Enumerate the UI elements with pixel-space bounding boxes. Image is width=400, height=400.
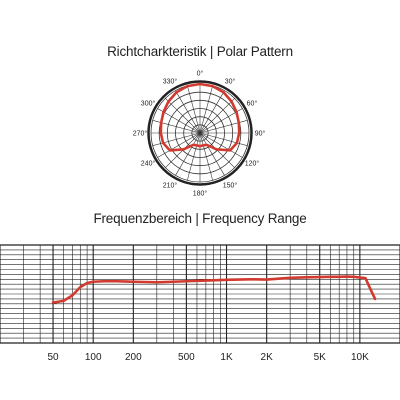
- polar-angle-label: 60°: [247, 100, 258, 108]
- freq-x-tick-label: 2K: [261, 352, 274, 363]
- polar-grid-spoke: [199, 132, 243, 158]
- freq-x-tick-label: 100: [85, 352, 102, 363]
- polar-grid-spoke: [157, 132, 201, 158]
- polar-pattern-curve: [159, 82, 241, 152]
- polar-grid-spoke: [199, 85, 213, 134]
- freq-x-tick-label: 200: [125, 352, 142, 363]
- freq-x-tick-label: 10K: [351, 352, 369, 363]
- polar-grid-spoke: [199, 132, 213, 181]
- polar-angle-label: 330°: [163, 78, 178, 86]
- frequency-response-curve: [51, 275, 377, 304]
- polar-angle-label: 240°: [141, 160, 156, 168]
- polar-angle-label: 210°: [163, 181, 178, 189]
- polar-angle-label: 150°: [223, 181, 238, 189]
- polar-grid-spoke: [175, 132, 201, 176]
- polar-outer-ring: [147, 80, 253, 186]
- polar-angle-label: 180°: [193, 190, 208, 198]
- polar-angle-label: 120°: [245, 160, 260, 168]
- polar-grid-spoke: [187, 132, 201, 181]
- polar-angle-label: 30°: [225, 78, 236, 86]
- polar-angle-label: 0°: [197, 70, 204, 78]
- polar-grid-spoke: [199, 90, 225, 134]
- polar-grid-spoke: [199, 132, 225, 176]
- polar-angle-label: 300°: [141, 100, 156, 108]
- freq-x-tick-label: 50: [47, 352, 59, 363]
- polar-grid-spoke: [165, 98, 201, 134]
- freq-x-tick-label: 500: [178, 352, 195, 363]
- freq-x-tick-label: 1K: [220, 352, 233, 363]
- polar-pattern-title: Richtcharkteristik | Polar Pattern: [107, 44, 293, 59]
- polar-grid-spoke: [152, 132, 201, 146]
- polar-grid-spoke: [199, 98, 235, 134]
- polar-angle-label: 90°: [255, 130, 266, 138]
- freq-x-tick-label: 5K: [314, 352, 327, 363]
- polar-grid-spoke: [175, 90, 201, 134]
- frequency-range-title: Frequenzbereich | Frequency Range: [93, 211, 307, 226]
- polar-angle-label: 270°: [133, 130, 148, 138]
- polar-grid-spoke: [187, 85, 201, 134]
- polar-grid-spoke: [199, 132, 248, 146]
